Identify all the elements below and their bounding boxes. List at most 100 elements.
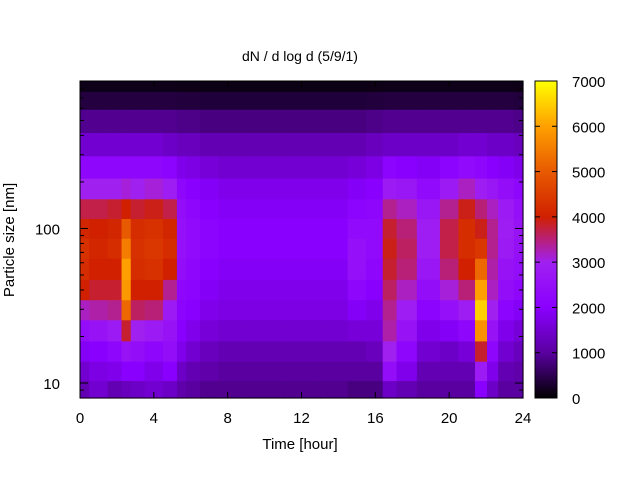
heatmap-cell <box>89 361 109 382</box>
heatmap-cell <box>439 380 459 399</box>
heatmap-cell <box>382 361 398 382</box>
heatmap-cell <box>487 132 499 157</box>
heatmap-cell <box>475 319 488 342</box>
heatmap-cell <box>144 218 164 239</box>
heatmap-cell <box>396 178 418 200</box>
heatmap-cell <box>186 361 201 382</box>
heatmap-cell <box>107 258 123 280</box>
heatmap-cell <box>144 299 164 321</box>
heatmap-cell <box>121 109 132 134</box>
heatmap-cell <box>246 279 284 301</box>
heatmap-cell <box>396 258 418 280</box>
heatmap-cell <box>319 238 349 259</box>
heatmap-cell <box>218 132 247 157</box>
heatmap-cell <box>283 340 321 362</box>
heatmap-cell <box>347 258 367 280</box>
heatmap-cell <box>218 380 247 399</box>
heatmap-cell <box>176 91 187 110</box>
heatmap-cell <box>319 178 349 200</box>
heatmap-cell <box>458 109 476 134</box>
heatmap-cell <box>163 299 178 321</box>
heatmap-cell <box>246 109 284 134</box>
heatmap-cell <box>319 91 349 110</box>
heatmap-cell <box>439 109 459 134</box>
heatmap-cell <box>458 218 476 239</box>
heatmap-cell <box>107 238 123 259</box>
heatmap-cell <box>199 109 220 134</box>
heatmap-cell <box>347 178 367 200</box>
chart-title: dN / d log d (5/9/1) <box>242 48 358 64</box>
heatmap-cell <box>458 299 476 321</box>
heatmap-cell <box>416 361 441 382</box>
heatmap-cell <box>487 218 499 239</box>
heatmap-cell <box>199 258 220 280</box>
heatmap-cell <box>382 109 398 134</box>
x-axis-label: Time [hour] <box>262 436 337 453</box>
heatmap-cell <box>347 81 367 92</box>
heatmap-cell <box>513 198 524 220</box>
heatmap-cell <box>366 178 384 200</box>
heatmap-cell <box>382 279 398 301</box>
heatmap-cell <box>475 198 488 220</box>
heatmap-cell <box>107 319 123 342</box>
heatmap-cell <box>144 155 164 179</box>
heatmap-cell <box>513 319 524 342</box>
heatmap-cell <box>458 155 476 179</box>
heatmap-cell <box>396 109 418 134</box>
heatmap-cell <box>130 319 146 342</box>
heatmap-cell <box>186 258 201 280</box>
heatmap-cell <box>107 361 123 382</box>
heatmap-cell <box>366 155 384 179</box>
heatmap-cell <box>163 380 178 399</box>
colorbar-tick-label: 3000 <box>572 255 605 272</box>
heatmap-cell <box>144 132 164 157</box>
heatmap-cell <box>176 279 187 301</box>
heatmap-cell <box>416 380 441 399</box>
heatmap-cell <box>130 380 146 399</box>
heatmap-cell <box>89 279 109 301</box>
heatmap-cell <box>89 258 109 280</box>
colorbar-tick-label: 5000 <box>572 165 605 182</box>
heatmap-cell <box>396 299 418 321</box>
heatmap-cell <box>366 258 384 280</box>
heatmap-cell <box>396 155 418 179</box>
heatmap-cell <box>144 91 164 110</box>
heatmap-cell <box>199 361 220 382</box>
heatmap-cell <box>487 81 499 92</box>
heatmap-cell <box>218 109 247 134</box>
heatmap-cell <box>121 132 132 157</box>
heatmap-cell <box>475 155 488 179</box>
heatmap-cell <box>107 340 123 362</box>
heatmap-cell <box>382 155 398 179</box>
heatmap-cell <box>283 279 321 301</box>
heatmap-cell <box>347 319 367 342</box>
heatmap-cell <box>416 132 441 157</box>
heatmap-cell <box>319 198 349 220</box>
heatmap-cell <box>498 340 515 362</box>
heatmap-cell <box>89 238 109 259</box>
heatmap-cell <box>130 279 146 301</box>
heatmap-cell <box>487 279 499 301</box>
heatmap-cell <box>513 91 524 110</box>
heatmap-cell <box>89 319 109 342</box>
heatmap-cell <box>487 299 499 321</box>
heatmap-cell <box>246 155 284 179</box>
heatmap-cell <box>498 299 515 321</box>
heatmap-cell <box>130 178 146 200</box>
heatmap-cell <box>513 178 524 200</box>
heatmap-cell <box>347 279 367 301</box>
y-axis: 10 100 <box>35 80 523 399</box>
heatmap-cell <box>199 155 220 179</box>
heatmap-cell <box>163 109 178 134</box>
heatmap-cell <box>382 218 398 239</box>
heatmap-cell <box>439 155 459 179</box>
heatmap-cell <box>439 279 459 301</box>
heatmap-cell <box>416 258 441 280</box>
heatmap-cell <box>199 91 220 110</box>
heatmap-cell <box>513 361 524 382</box>
heatmap-cell <box>144 340 164 362</box>
heatmap-cell <box>144 319 164 342</box>
heatmap-cell <box>487 109 499 134</box>
heatmap-cell <box>246 258 284 280</box>
heatmap-cell <box>121 198 132 220</box>
